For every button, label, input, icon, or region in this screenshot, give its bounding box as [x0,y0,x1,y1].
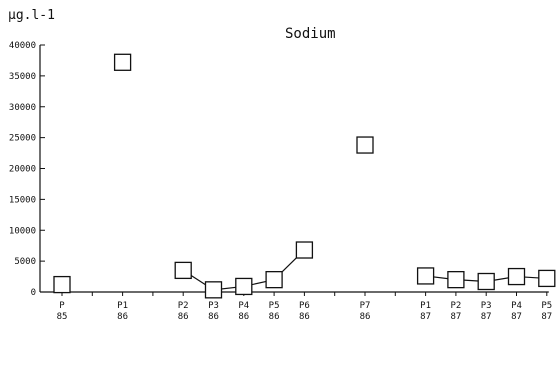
data-point [447,270,465,289]
y-tick-label: 35000 [9,72,36,82]
y-tick-label: 40000 [9,41,36,51]
y-axis-unit-label: µg.l-1 [8,8,55,23]
x-tick-label-top: P2 [450,301,461,311]
data-point [356,136,374,154]
chart-title: Sodium [285,26,336,42]
series-points [53,53,556,299]
x-tick-label-top: P4 [238,301,249,311]
x-tick-label-top: P1 [117,301,128,311]
data-point [538,269,556,288]
data-point [507,267,526,286]
x-tick-label-bottom: 87 [450,312,461,322]
x-tick-label-top: P [59,301,65,311]
x-tick-label-bottom: 86 [208,312,219,322]
y-tick-label: 5000 [14,257,36,267]
x-tick-label-top: P5 [269,301,280,311]
data-point [235,277,253,296]
data-point [265,270,283,289]
y-tick-label: 30000 [9,103,36,113]
data-point [416,267,435,285]
y-tick-label: 20000 [9,165,36,175]
x-tick-label-bottom: 85 [57,312,68,322]
x-tick-label-bottom: 86 [178,312,189,322]
data-point [53,275,71,294]
x-tick-label-bottom: 86 [269,312,280,322]
y-tick-label: 0 [31,288,36,298]
x-tick-label-bottom: 86 [360,312,371,322]
y-axis-ticks: 0 5000 10000 15000 20000 25000 30000 35000 40000 [9,41,45,298]
x-tick-label-bottom: 87 [420,312,431,322]
x-tick-label-bottom: 87 [481,312,492,322]
x-tick-label-top: P2 [178,301,189,311]
x-tick-label-top: P5 [541,301,552,311]
x-tick-label-top: P4 [511,301,522,311]
data-point [295,241,314,259]
data-point [204,281,223,299]
x-tick-label-bottom: 86 [299,312,310,322]
x-tick-label-bottom: 87 [541,312,552,322]
x-tick-label-bottom: 86 [117,312,128,322]
x-tick-label-bottom: 86 [238,312,249,322]
x-tick-label-top: P6 [299,301,310,311]
x-tick-label-top: P7 [360,301,371,311]
y-tick-label: 15000 [9,195,36,205]
x-tick-label-top: P3 [481,301,492,311]
x-tick-label-top: P1 [420,301,431,311]
data-point [113,53,132,71]
y-tick-label: 25000 [9,134,36,144]
data-point [174,261,192,280]
data-point [477,272,495,291]
y-tick-label: 10000 [9,226,36,236]
chart-axes [39,45,549,293]
x-tick-label-top: P3 [208,301,219,311]
x-axis-ticks: P85P186P286P386P486P586P686P786P187P287P… [57,292,552,322]
x-tick-label-bottom: 87 [511,312,522,322]
